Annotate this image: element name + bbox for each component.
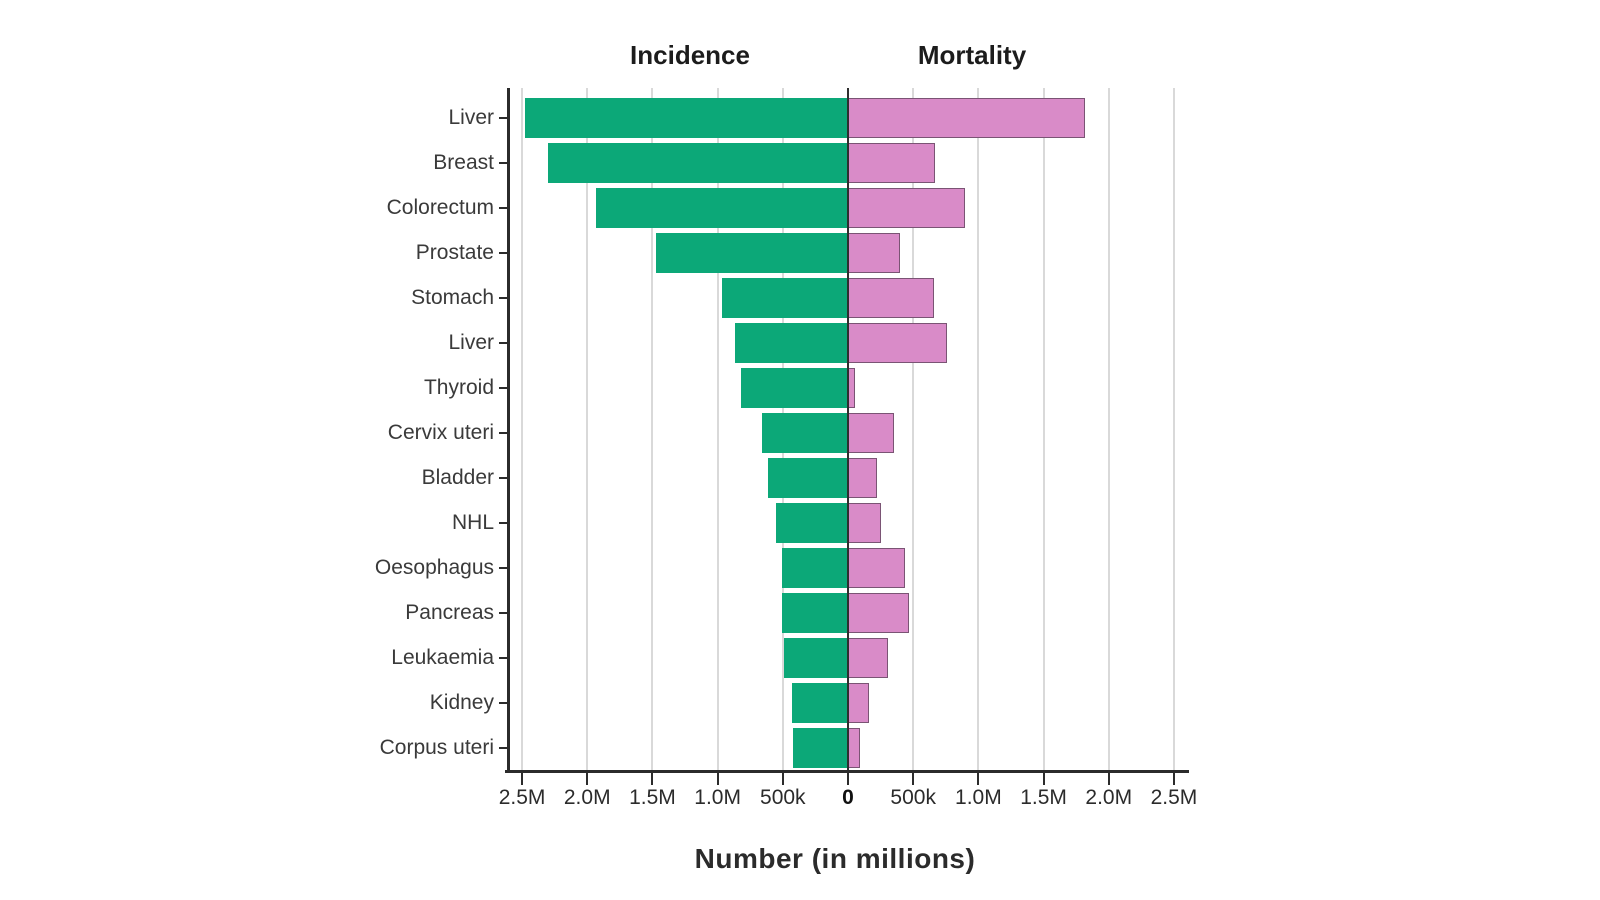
gridline <box>1172 88 1175 770</box>
gridline <box>912 88 915 770</box>
mortality-bar <box>848 143 936 183</box>
incidence-bar <box>793 728 848 768</box>
gridline <box>651 88 654 770</box>
category-tick <box>499 342 510 344</box>
x-tick-label: 0 <box>842 786 854 809</box>
mortality-bar <box>848 728 860 768</box>
incidence-bar <box>784 638 848 678</box>
y-axis-spine <box>507 88 510 772</box>
incidence-bar <box>768 458 848 498</box>
mortality-column-header: Mortality <box>917 40 1027 70</box>
x-axis-tick <box>977 772 980 785</box>
x-axis-tick <box>781 772 784 785</box>
x-axis-tick <box>651 772 654 785</box>
category-tick <box>499 252 510 254</box>
incidence-bar <box>548 143 848 183</box>
gridline <box>1042 88 1045 770</box>
category-label: Liver <box>448 106 494 129</box>
mortality-bar <box>848 503 881 543</box>
category-label: Thyroid <box>423 376 494 399</box>
category-tick <box>499 162 510 164</box>
x-axis-tick <box>521 772 524 785</box>
category-label: Cervix uteri <box>387 421 494 444</box>
category-tick <box>499 567 510 569</box>
gridline <box>1107 88 1110 770</box>
x-axis-tick <box>1172 772 1175 785</box>
x-tick-label: 1.0M <box>955 786 1002 809</box>
mortality-bar <box>848 278 935 318</box>
x-tick-label: 500k <box>760 786 806 809</box>
category-tick <box>499 612 510 614</box>
incidence-bar <box>596 188 848 228</box>
x-tick-label: 2.0M <box>1085 786 1133 809</box>
incidence-bar <box>734 323 848 363</box>
incidence-bar <box>781 593 848 633</box>
gridline <box>977 88 980 770</box>
mortality-bar <box>848 638 889 678</box>
x-tick-label: 1.5M <box>629 786 676 809</box>
category-tick <box>499 387 510 389</box>
x-axis-title: Number (in millions) <box>694 843 976 874</box>
mortality-bar <box>848 413 894 453</box>
gridline <box>586 88 589 770</box>
category-tick <box>499 657 510 659</box>
x-axis-tick <box>586 772 589 785</box>
incidence-bar <box>776 503 848 543</box>
category-label: Prostate <box>415 241 494 264</box>
incidence-bar <box>781 548 848 588</box>
x-tick-label: 2.5M <box>498 786 546 809</box>
x-axis-tick <box>912 772 915 785</box>
zero-axis-line <box>847 88 849 770</box>
x-axis-tick <box>847 772 849 785</box>
category-label: Oesophagus <box>374 556 494 579</box>
category-label: Stomach <box>411 286 494 309</box>
category-tick <box>499 207 510 209</box>
x-tick-label: 1.0M <box>694 786 741 809</box>
gridline <box>716 88 719 770</box>
incidence-bar <box>656 233 848 273</box>
x-tick-label: 2.5M <box>1150 786 1198 809</box>
incidence-bar <box>721 278 848 318</box>
incidence-bar <box>791 683 848 723</box>
category-tick <box>499 297 510 299</box>
x-axis-tick <box>1107 772 1110 785</box>
incidence-bar <box>741 368 848 408</box>
x-axis-spine <box>505 770 1189 773</box>
mortality-bar <box>848 233 901 273</box>
category-label: Kidney <box>429 691 494 714</box>
x-axis-tick <box>716 772 719 785</box>
x-axis-tick <box>1042 772 1045 785</box>
incidence-bar <box>524 98 848 138</box>
category-label: Pancreas <box>405 601 494 624</box>
category-tick <box>499 747 510 749</box>
category-label: Liver <box>448 331 494 354</box>
category-label: Leukaemia <box>391 646 494 669</box>
category-label: Breast <box>433 151 494 174</box>
category-tick <box>499 117 510 119</box>
x-tick-label: 500k <box>890 786 936 809</box>
mortality-bar <box>848 188 966 228</box>
x-tick-label: 1.5M <box>1020 786 1067 809</box>
category-tick <box>499 522 510 524</box>
mortality-bar <box>848 98 1086 138</box>
category-label: Bladder <box>421 466 494 489</box>
incidence-bar <box>761 413 848 453</box>
category-label: NHL <box>451 511 494 534</box>
x-tick-label: 2.0M <box>563 786 611 809</box>
category-tick <box>499 432 510 434</box>
category-label: Colorectum <box>386 196 494 219</box>
mortality-bar <box>848 548 906 588</box>
incidence-column-header: Incidence <box>630 40 750 70</box>
gridline <box>521 88 524 770</box>
category-label: Corpus uteri <box>379 736 494 759</box>
category-tick <box>499 702 510 704</box>
mortality-bar <box>848 458 877 498</box>
category-tick <box>499 477 510 479</box>
mortality-bar <box>848 593 910 633</box>
mortality-bar <box>848 683 869 723</box>
mortality-bar <box>848 323 948 363</box>
